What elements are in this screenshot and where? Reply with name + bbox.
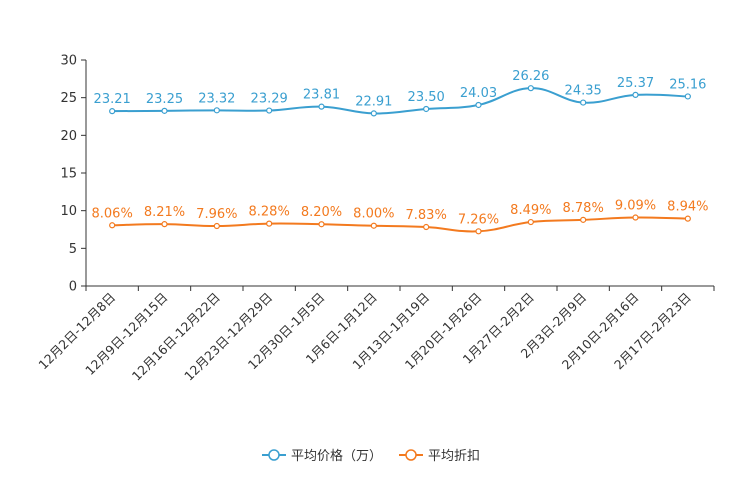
data-point[interactable] (580, 216, 587, 223)
data-label: 9.09% (615, 199, 656, 214)
data-point[interactable] (684, 215, 691, 222)
data-label: 23.29 (251, 92, 288, 107)
x-tick-label: 12月23日-12月29日 (181, 290, 275, 384)
data-point[interactable] (580, 99, 587, 106)
y-tick-label: 15 (60, 167, 77, 182)
data-label: 25.37 (617, 76, 654, 91)
data-label: 23.50 (408, 90, 445, 105)
y-tick-label: 0 (69, 280, 77, 295)
data-label: 8.06% (92, 206, 133, 221)
data-label: 23.32 (198, 91, 235, 106)
legend-circle-icon (405, 449, 417, 461)
series-avg-price: 23.21 23.25 23.32 23.29 23.81 22.91 23.50 24.03… (94, 69, 706, 117)
data-label: 7.96% (196, 207, 237, 222)
data-label: 8.78% (563, 201, 604, 216)
legend-label: 平均价格（万） (291, 448, 382, 464)
chart-legend[interactable]: 平均价格（万） 平均折扣 (262, 448, 480, 464)
data-point[interactable] (423, 105, 430, 113)
series-avg-discount: 8.06% 8.21% 7.96% 8.28% 8.20% 8.00% 7.83% 7.26%… (92, 199, 708, 235)
data-label: 7.26% (458, 212, 499, 227)
data-label: 8.94% (667, 200, 708, 215)
data-point[interactable] (475, 101, 482, 109)
y-tick-label: 10 (60, 204, 77, 219)
legend-circle-icon (268, 449, 280, 461)
data-point[interactable] (109, 222, 116, 229)
data-point[interactable] (213, 222, 220, 230)
legend-item-avg-price[interactable]: 平均价格（万） (262, 448, 382, 464)
data-point[interactable] (632, 214, 639, 221)
data-point[interactable] (370, 222, 377, 229)
data-label: 8.28% (249, 205, 290, 220)
data-point[interactable] (213, 107, 220, 114)
legend-label: 平均折扣 (428, 449, 480, 464)
data-point[interactable] (423, 223, 430, 231)
data-point[interactable] (161, 221, 168, 228)
data-point[interactable] (318, 103, 325, 110)
y-tick-label: 5 (69, 242, 77, 257)
data-label: 23.25 (146, 92, 183, 107)
y-tick-label: 30 (60, 54, 77, 69)
legend-item-avg-discount[interactable]: 平均折扣 (399, 449, 480, 464)
data-label: 23.21 (94, 92, 131, 107)
y-tick-label: 25 (60, 91, 77, 106)
data-label: 24.35 (565, 84, 602, 99)
data-point[interactable] (684, 93, 691, 100)
data-label: 8.21% (144, 205, 185, 220)
data-label: 24.03 (460, 86, 497, 101)
data-point[interactable] (266, 220, 273, 227)
data-point[interactable] (109, 108, 116, 115)
data-label: 23.81 (303, 88, 340, 103)
data-point[interactable] (266, 107, 273, 114)
data-point[interactable] (632, 91, 639, 98)
data-point[interactable] (161, 107, 168, 114)
data-label: 25.16 (669, 77, 706, 92)
y-tick-label: 20 (60, 129, 77, 144)
data-label: 8.49% (510, 203, 551, 218)
data-label: 22.91 (355, 94, 392, 109)
data-label: 8.20% (301, 205, 342, 220)
data-point[interactable] (370, 110, 377, 117)
x-tick-label: 12月16日-12月22日 (129, 290, 223, 384)
series-line (112, 87, 688, 115)
data-point[interactable] (527, 218, 534, 226)
data-label: 26.26 (512, 69, 549, 84)
data-label: 8.00% (353, 207, 394, 222)
series-line (112, 216, 688, 233)
data-point[interactable] (527, 85, 534, 92)
data-point[interactable] (475, 228, 482, 235)
data-point[interactable] (318, 221, 325, 228)
data-label: 7.83% (406, 208, 447, 223)
chart-series: 23.21 23.25 23.32 23.29 23.81 22.91 23.50 24.03… (92, 69, 708, 235)
